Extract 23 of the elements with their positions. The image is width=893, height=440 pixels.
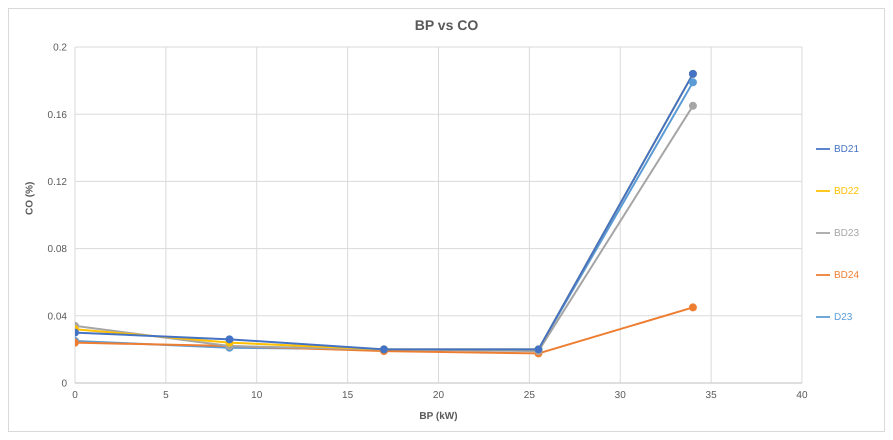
y-tick-label: 0.04 [48,311,68,322]
x-tick-label: 20 [432,390,444,402]
y-tick-label: 0.16 [48,110,68,121]
x-tick-label: 30 [614,390,626,402]
legend-label: BD22 [834,186,859,197]
x-axis-title: BP (kW) [419,411,458,422]
legend-label: BD21 [834,144,859,155]
legend-label: BD23 [834,228,859,239]
x-tick-label: 35 [706,390,718,402]
y-tick-label: 0.2 [53,42,68,54]
x-tick-label: 15 [342,390,354,402]
chart-title: BP vs CO [414,16,480,35]
x-tick-label: 10 [251,390,263,402]
y-tick-label: 0.12 [48,176,68,188]
x-tick-label: 25 [524,390,536,402]
x-tick-label: 40 [796,390,808,402]
legend-label: D23 [834,312,852,323]
x-tick-label: 0 [72,390,78,402]
x-tick-label: 5 [163,390,170,402]
y-tick-label: 0 [61,378,68,390]
y-tick-label: 0.08 [48,244,68,256]
legend-label: BD24 [834,270,859,281]
y-axis-title: CO (%) [24,182,36,215]
